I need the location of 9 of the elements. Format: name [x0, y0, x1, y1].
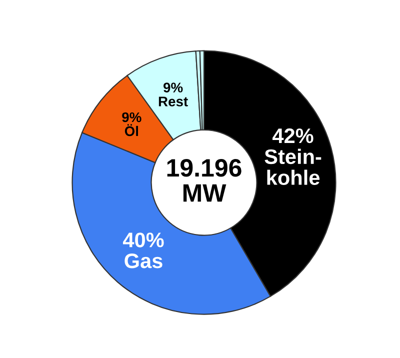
- slice-label: Stein- kohle: [264, 148, 322, 186]
- slice-label: Rest: [158, 96, 188, 106]
- data-label: 40%: [122, 232, 164, 248]
- text: 19.196 MW: [167, 159, 242, 202]
- data-label: 9%: [122, 112, 142, 122]
- data-label: 42%: [272, 128, 314, 144]
- data-label: 9%: [164, 82, 183, 92]
- slice-label: Öl: [124, 124, 138, 136]
- slice-label: Gas: [124, 253, 162, 268]
